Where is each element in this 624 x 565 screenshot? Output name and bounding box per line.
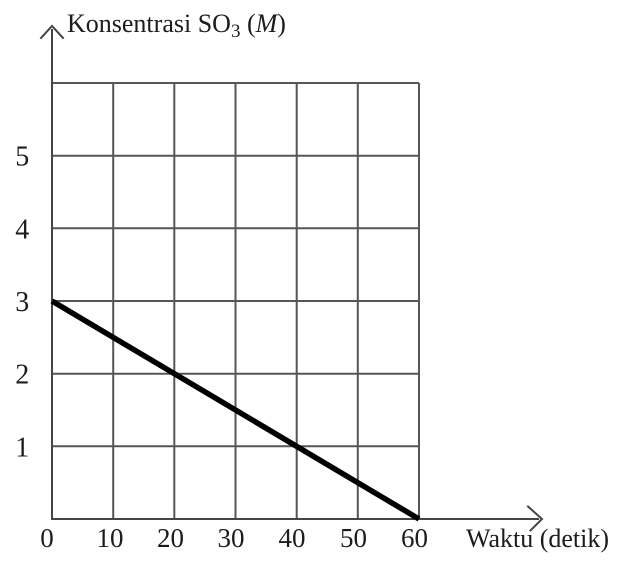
svg-text:0: 0 [40, 523, 54, 553]
svg-text:2: 2 [15, 360, 29, 391]
svg-text:50: 50 [340, 523, 367, 553]
svg-text:60: 60 [401, 523, 428, 553]
svg-text:1: 1 [15, 432, 29, 463]
svg-text:10: 10 [97, 523, 124, 553]
svg-text:Waktu (detik): Waktu (detik) [466, 524, 609, 553]
svg-text:5: 5 [15, 142, 29, 173]
svg-text:Konsentrasi SO3 (M): Konsentrasi SO3 (M) [67, 9, 286, 42]
svg-text:4: 4 [15, 214, 29, 245]
svg-text:20: 20 [157, 523, 184, 553]
svg-text:40: 40 [279, 523, 306, 553]
svg-text:30: 30 [218, 523, 245, 553]
svg-text:3: 3 [15, 287, 29, 318]
